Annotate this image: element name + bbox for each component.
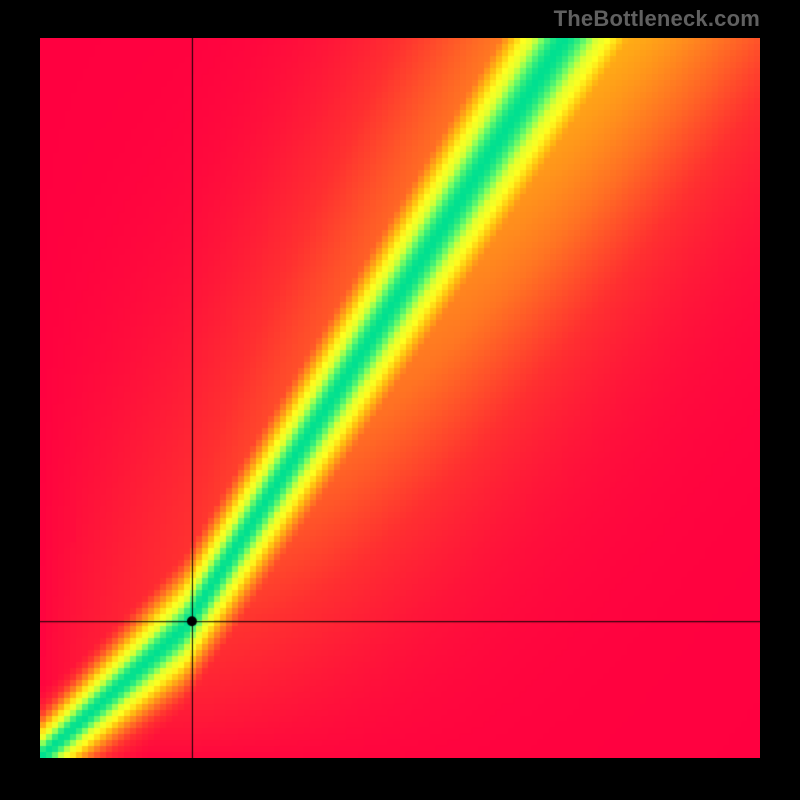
watermark-text: TheBottleneck.com	[554, 6, 760, 32]
bottleneck-heatmap	[40, 38, 760, 758]
chart-container: TheBottleneck.com	[0, 0, 800, 800]
